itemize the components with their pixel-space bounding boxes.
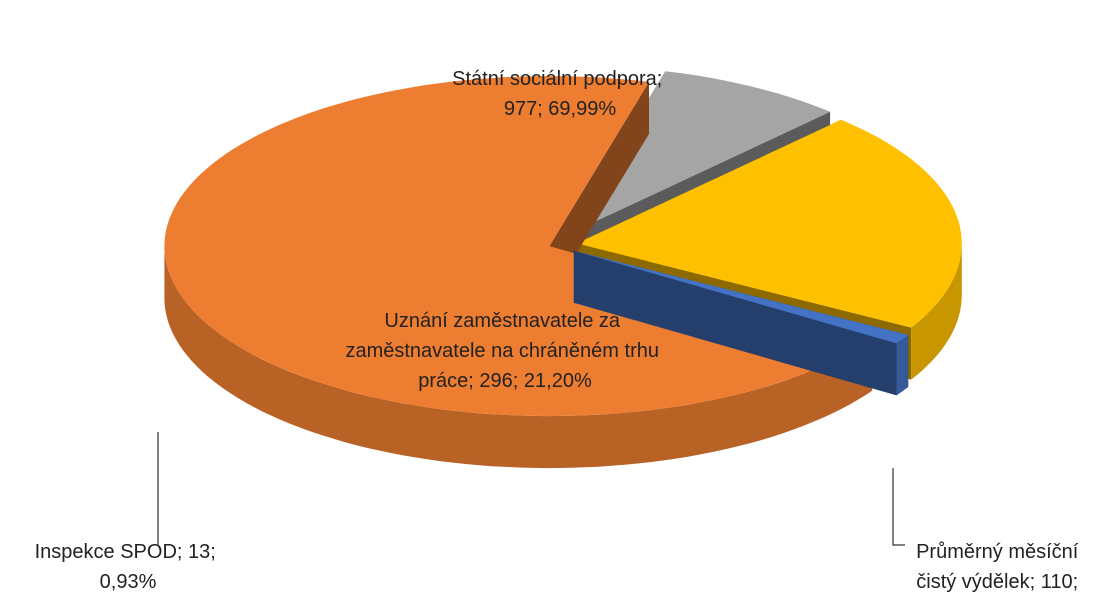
slice-top [576,119,962,328]
slice-wall [896,335,909,396]
data-label: Inspekce SPOD; 13; 0,93% [35,541,222,593]
slice-wall [911,243,962,380]
data-label: Státní sociální podpora; 977; 69,99% [452,68,668,120]
slice [573,250,909,396]
slice-wall [164,246,873,469]
slice-top [565,71,831,236]
leader-line [892,468,905,546]
data-label: Uznání zaměstnavatele za zaměstnavatele … [345,310,664,392]
slice-top [573,250,909,344]
slice-side [573,250,897,396]
slice-side [549,81,649,299]
data-label: Průměrný měsíční čistý výdělek; 110; 7,8… [916,541,1084,600]
